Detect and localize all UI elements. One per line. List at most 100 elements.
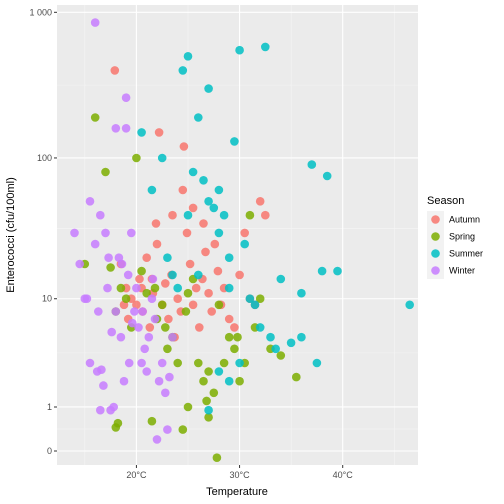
legend-key-marker [431,232,440,241]
data-point [209,203,219,213]
data-point [161,279,170,288]
x-tick-label: 40°C [333,470,354,480]
data-point [161,388,170,398]
data-point [261,210,270,220]
data-point [163,425,172,434]
data-point [152,435,162,444]
data-point [182,228,192,238]
series-spring [80,113,301,463]
data-point [230,137,239,146]
data-point [168,332,177,342]
data-point [235,376,244,386]
data-point [97,365,106,375]
legend-label: Spring [449,232,475,242]
data-point [82,294,92,304]
data-point [132,283,141,293]
data-point [286,338,296,348]
data-point [163,253,172,262]
data-point [104,253,113,262]
legend-title: Season [427,195,464,207]
x-tick-label: 20°C [126,470,147,480]
data-point [194,270,203,280]
data-point [150,314,160,324]
plot-panel [57,5,418,465]
data-point [140,344,149,354]
data-point [183,210,193,220]
data-point [117,259,127,269]
data-point [219,358,229,368]
data-point [96,405,105,415]
data-point [255,197,265,206]
data-point [185,259,195,269]
data-point [204,84,213,93]
data-point [101,228,110,238]
y-tick-label: 0 [47,446,52,456]
data-point [214,367,224,376]
data-point [113,418,123,428]
major-gridlines [57,5,418,465]
data-point [204,367,213,376]
data-point [148,274,158,284]
data-point [107,327,116,337]
data-point [199,219,208,228]
data-point [204,405,213,415]
data-point [312,358,322,368]
data-point [173,358,182,368]
data-point [94,307,103,316]
data-point [224,283,234,293]
data-point [90,239,100,249]
data-point [317,266,327,276]
data-point [178,185,188,195]
data-point [307,160,317,169]
legend-key-marker [431,215,440,224]
data-point [204,413,213,422]
data-point [119,376,129,386]
legend-label: Autumn [449,215,480,225]
data-point [151,219,161,228]
data-point [147,294,157,304]
data-point [233,332,242,342]
data-point [245,210,255,220]
data-point [163,344,172,354]
data-point [116,332,126,342]
data-point [235,270,244,280]
data-point [132,300,141,310]
data-point [188,203,198,213]
data-point [109,402,118,412]
data-point [127,228,136,238]
data-point [134,323,143,332]
data-point [214,300,224,310]
data-point [230,344,239,354]
data-point [276,274,286,284]
data-point [224,253,234,262]
data-point [199,176,208,185]
data-point [224,332,234,342]
data-point [111,307,121,316]
data-point [199,376,208,386]
data-point [111,124,121,133]
data-point [116,283,126,293]
data-point [99,381,108,390]
data-point [207,307,216,316]
data-point [135,274,144,284]
data-point [85,197,95,206]
data-point [150,283,160,293]
data-point [292,372,301,382]
data-point [168,210,177,220]
data-point [137,358,146,368]
data-point [85,358,95,368]
data-point [137,128,146,137]
data-point [235,358,244,368]
data-point [173,283,182,293]
data-point [266,332,275,342]
data-point [103,283,112,293]
y-tick-label: 1 [47,402,52,412]
data-point [250,300,260,310]
data-point [144,332,154,342]
data-point [173,294,182,304]
data-point [235,45,244,55]
legend-item-autumn: Autumn [427,211,480,228]
legend-label: Winter [449,266,475,276]
legend-label: Summer [449,249,483,259]
data-point [90,18,100,27]
